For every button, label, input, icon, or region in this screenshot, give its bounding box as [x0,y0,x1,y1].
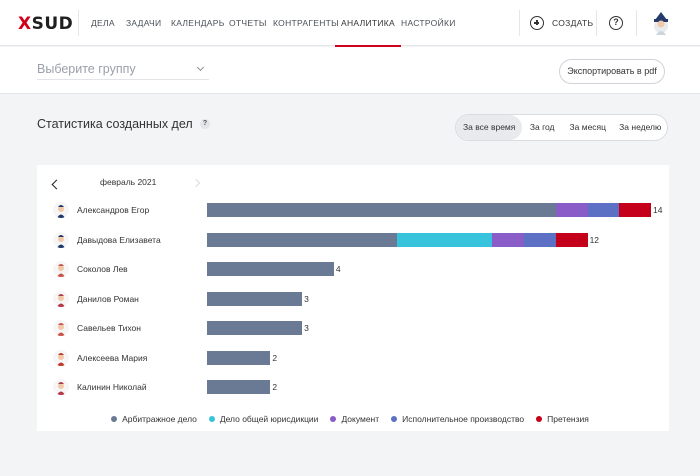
bar-segment[interactable] [555,203,588,217]
bar-segment[interactable] [492,232,525,247]
employee-name: Калинин Николай [77,382,147,392]
legend-item[interactable]: Исполнительное производство [391,414,524,424]
bar-segment[interactable] [207,291,303,306]
employee-name: Александров Егор [77,205,150,215]
legend-label: Претензия [547,414,589,424]
legend-label: Документ [341,414,380,424]
bar-segment[interactable] [555,232,588,247]
bar-total-label: 2 [272,382,278,392]
tab-week[interactable]: За неделю [619,122,662,132]
avatar [53,379,69,395]
bar-total-label: 4 [335,264,341,274]
legend-dot-icon [111,416,118,422]
app-logo[interactable]: XSUD [18,14,73,34]
nav-divider [636,10,637,36]
bar-total-label: 2 [272,352,278,363]
top-navigation: XSUD ДЕЛА ЗАДАЧИ КАЛЕНДАРЬ ОТЧЕТЫ КОНТРА… [0,0,700,47]
bar-total-label: 3 [304,293,309,304]
legend-dot-icon [208,416,215,422]
legend-label: Арбитражное дело [122,414,197,424]
bar-total-label: 3 [304,323,309,333]
nav-settings[interactable]: НАСТРОЙКИ [401,18,456,28]
tab-month[interactable]: За месяц [569,122,607,132]
avatar [53,349,69,366]
bar-total-label: 14 [653,205,663,215]
bar-segment[interactable] [619,203,651,217]
legend-label: Исполнительное производство [402,414,525,424]
nav-analytics[interactable]: АНАЛИТИКА [335,0,401,47]
help-button[interactable]: ? [609,16,623,30]
tab-all-time[interactable]: За все время [456,115,523,140]
bar-segment[interactable] [587,203,620,217]
nav-calendar[interactable]: КАЛЕНДАРЬ [171,18,225,28]
chevron-left-icon [51,179,62,189]
logo-x: X [18,14,32,34]
avatar [53,231,69,248]
nav-tasks[interactable]: ЗАДАЧИ [126,18,162,28]
plus-circle-icon [530,16,544,30]
legend-item[interactable]: Дело общей юрисдикции [208,414,319,424]
nav-contractors[interactable]: КОНТРАГЕНТЫ [273,18,339,28]
nav-reports[interactable]: ОТЧЕТЫ [229,18,267,28]
bar-segment[interactable] [207,262,334,276]
nav-cases[interactable]: ДЕЛА [91,18,115,28]
nav-divider [519,10,520,36]
employee-name: Соколов Лев [77,264,128,274]
legend-item[interactable]: Арбитражное дело [111,414,197,424]
legend-dot-icon [330,416,337,422]
export-pdf-button[interactable]: Экспортировать в pdf [559,59,665,84]
bar-segment[interactable] [524,232,556,247]
legend-dot-icon [536,416,543,422]
legend-item[interactable]: Претензия [536,414,589,424]
bar-segment[interactable] [207,203,556,217]
avatar [53,202,69,218]
month-prev[interactable] [51,177,62,191]
filter-bar: Выберите группу Экспортировать в pdf [0,47,700,94]
bar-segment[interactable] [207,380,271,394]
group-select[interactable]: Выберите группу [37,58,209,80]
create-button[interactable]: СОЗДАТЬ [530,13,593,33]
bar-segment[interactable] [207,350,271,365]
avatar [53,320,69,336]
period-tabs: За все время За год За месяц За неделю [455,114,668,141]
chevron-down-icon [196,63,205,71]
bar-total-label: 12 [589,234,600,245]
bar-segment[interactable] [207,321,303,335]
employee-name: Савельев Тихон [77,323,141,333]
employee-name: Давыдова Елизавета [77,234,161,245]
bar-segment[interactable] [207,232,398,247]
legend-item[interactable]: Документ [330,414,379,424]
bar-segment[interactable] [397,232,493,247]
legend-label: Дело общей юрисдикции [219,414,319,424]
logo-text: SUD [31,14,74,34]
create-label: СОЗДАТЬ [552,18,594,28]
user-avatar[interactable] [650,11,672,35]
employee-name: Алексеева Мария [77,352,148,363]
group-select-placeholder: Выберите группу [37,61,136,76]
employee-name: Данилов Роман [77,293,139,304]
chart-legend: Арбитражное дело Дело общей юрисдикции Док… [0,414,700,424]
month-label: февраль 2021 [100,177,157,187]
legend-dot-icon [391,416,398,422]
nav-divider [596,10,597,36]
help-icon[interactable]: ? [200,119,210,129]
logo-divider [78,10,79,36]
avatar [53,261,69,277]
page-title: Статистика созданных дел [37,117,193,131]
avatar [53,290,69,307]
tab-year[interactable]: За год [529,122,555,132]
